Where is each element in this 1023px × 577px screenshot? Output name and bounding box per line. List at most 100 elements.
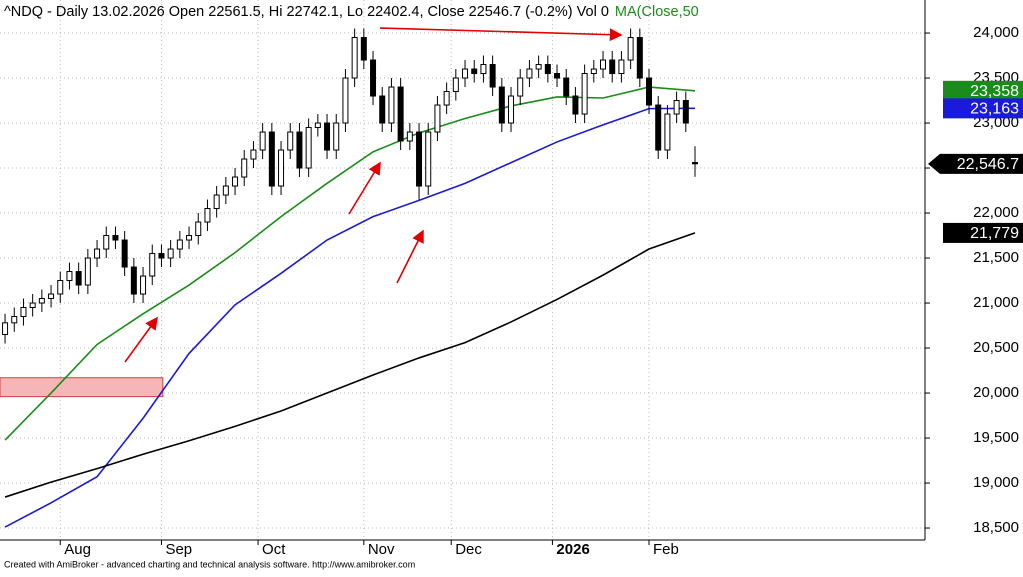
candle-body xyxy=(646,77,653,106)
value-label-box xyxy=(928,153,1023,174)
candle-body xyxy=(572,95,579,115)
candle-body xyxy=(287,131,294,151)
candles xyxy=(2,28,699,344)
ma-lines xyxy=(4,86,696,528)
candle-body xyxy=(434,104,441,133)
candle-body xyxy=(204,208,211,223)
candle-body xyxy=(526,68,533,79)
value-label-box xyxy=(943,98,1023,119)
candle-body xyxy=(636,37,643,79)
candle-body xyxy=(296,131,303,169)
y-tick-label: 19,500 xyxy=(973,429,1019,446)
legend-entry: MA(Close,50 xyxy=(615,4,699,20)
candle-body xyxy=(627,37,634,61)
candle-body xyxy=(84,257,91,286)
candle-body xyxy=(176,239,183,250)
x-tick-label: Aug xyxy=(64,541,91,558)
y-tick-label: 20,500 xyxy=(973,339,1019,356)
candle-body xyxy=(664,113,671,151)
arrow xyxy=(379,27,623,42)
candle-body xyxy=(682,100,689,124)
candle-body xyxy=(268,131,275,187)
ma-line xyxy=(4,86,696,441)
candle-body xyxy=(351,37,358,79)
arrow xyxy=(396,229,424,284)
candle-body xyxy=(692,161,699,165)
x-tick-label: Oct xyxy=(262,541,286,558)
candle-body xyxy=(333,122,340,151)
candle-body xyxy=(480,64,487,75)
zones xyxy=(0,377,164,398)
ma-line xyxy=(4,107,696,528)
arrow xyxy=(124,316,158,363)
candle-body xyxy=(149,253,156,277)
candle-body xyxy=(342,77,349,124)
candle-body xyxy=(222,185,229,196)
candle-body xyxy=(517,77,524,97)
candle-body xyxy=(388,86,395,124)
candle-body xyxy=(38,298,45,304)
candle-body xyxy=(232,176,239,187)
candle-body xyxy=(2,322,9,336)
candle-body xyxy=(130,266,137,295)
candle-body xyxy=(406,131,413,142)
value-label: 22,546.7 xyxy=(957,156,1019,173)
candle-body xyxy=(425,131,432,187)
y-tick-label: 21,500 xyxy=(973,249,1019,266)
candle-body xyxy=(140,275,147,295)
ma-line xyxy=(4,232,696,498)
candle-body xyxy=(554,73,561,79)
footer: Created with AmiBroker - advanced charti… xyxy=(4,559,415,569)
chart-title: ^NDQ - Daily 13.02.2026 Open 22561.5, Hi… xyxy=(4,4,699,20)
candle-body xyxy=(498,86,505,124)
candle-body xyxy=(360,37,367,61)
candle-body xyxy=(535,64,542,70)
candle-body xyxy=(278,149,285,187)
candle-body xyxy=(443,91,450,106)
x-tick-label: Nov xyxy=(368,541,395,558)
candle-body xyxy=(544,64,551,75)
candle-body xyxy=(563,77,570,97)
candle-body xyxy=(618,59,625,75)
candle-body xyxy=(57,280,64,295)
value-label-box xyxy=(943,80,1023,101)
value-label: 23,358 xyxy=(970,83,1019,100)
axes: 18,500 19,000 19,500 20,000 20,500 21,000 21,5… xyxy=(59,24,1023,558)
candle-body xyxy=(508,95,515,124)
x-tick-label: Feb xyxy=(653,541,679,558)
annotation-arrows xyxy=(124,27,623,363)
candle-body xyxy=(452,77,459,93)
value-label-box xyxy=(943,222,1023,243)
candle-body xyxy=(241,158,248,178)
candle-body xyxy=(370,59,377,97)
candle-body xyxy=(655,104,662,151)
candle-body xyxy=(600,59,607,70)
candle-body xyxy=(259,131,266,151)
candle-body xyxy=(11,316,18,324)
candle-body xyxy=(48,293,55,300)
candle-body xyxy=(471,68,478,75)
candle-body xyxy=(250,149,257,160)
y-tick-label: 24,000 xyxy=(973,24,1019,41)
y-tick-label: 20,000 xyxy=(973,384,1019,401)
x-tick-label: Dec xyxy=(455,541,482,558)
value-label: 21,779 xyxy=(970,225,1019,242)
candle-body xyxy=(609,59,616,75)
candle-body xyxy=(103,235,110,250)
candle-body xyxy=(379,95,386,124)
candle-body xyxy=(581,73,588,115)
y-tick-label: 22,000 xyxy=(973,204,1019,221)
title-text: ^NDQ - Daily 13.02.2026 Open 22561.5, Hi… xyxy=(4,4,609,20)
y-tick-label: 21,000 xyxy=(973,294,1019,311)
arrow xyxy=(348,161,381,215)
candle-body xyxy=(167,248,174,259)
candle-body xyxy=(314,122,321,129)
candle-body xyxy=(324,122,331,151)
y-tick-label: 19,000 xyxy=(973,474,1019,491)
candle-body xyxy=(29,302,36,309)
candle-body xyxy=(158,253,165,259)
value-label: 23,163 xyxy=(970,101,1019,118)
x-tick-label: Sep xyxy=(165,541,192,558)
